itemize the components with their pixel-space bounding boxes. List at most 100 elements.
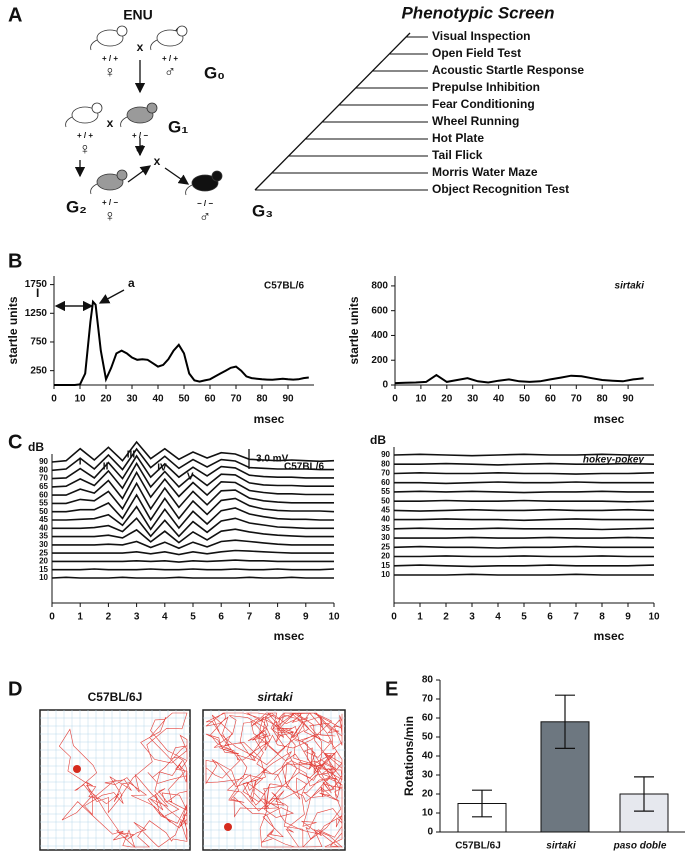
error-bar bbox=[472, 789, 492, 818]
annotation: a bbox=[128, 276, 135, 290]
cross: x bbox=[107, 116, 114, 130]
level-label: 40 bbox=[39, 523, 48, 532]
x-tick-label: 50 bbox=[178, 394, 190, 405]
abr-trace bbox=[393, 545, 654, 549]
peak-label: I bbox=[79, 457, 82, 468]
level-label: 20 bbox=[381, 552, 390, 561]
mouse-head bbox=[211, 170, 223, 182]
x-tick-label: 10 bbox=[74, 394, 86, 405]
screen-test: Hot Plate bbox=[432, 131, 484, 145]
trace bbox=[54, 299, 309, 386]
x-tick-label: 60 bbox=[204, 394, 216, 405]
screen-test: Tail Flick bbox=[432, 148, 483, 162]
x-tick-label: 10 bbox=[415, 394, 427, 405]
x-tick-label: 80 bbox=[597, 394, 609, 405]
abr-trace bbox=[52, 493, 335, 522]
abr-trace bbox=[52, 481, 334, 511]
mouse-body bbox=[126, 106, 154, 124]
cross: x bbox=[154, 154, 161, 168]
level-label: 55 bbox=[381, 487, 390, 496]
x-tick-label: 7 bbox=[573, 612, 579, 623]
abr-trace bbox=[393, 527, 655, 531]
trace bbox=[394, 373, 644, 385]
peak-label: II bbox=[103, 462, 109, 473]
y-tick-label: 750 bbox=[30, 337, 47, 348]
abr-trace bbox=[52, 559, 334, 563]
level-label: 50 bbox=[381, 496, 390, 505]
arrows bbox=[74, 27, 411, 191]
genotype: + / + bbox=[102, 54, 118, 63]
level-label: 90 bbox=[381, 450, 390, 459]
y-tick-label: 0 bbox=[382, 380, 388, 391]
mouse-tail bbox=[120, 116, 128, 128]
y-tick-label: 50 bbox=[422, 732, 434, 743]
sex: ♂ bbox=[134, 141, 146, 158]
platform bbox=[73, 765, 81, 773]
x-tick-label: 3 bbox=[469, 612, 475, 623]
x-axis-title: msec bbox=[254, 412, 285, 426]
screen-test: Acoustic Startle Response bbox=[432, 63, 584, 77]
abr-trace bbox=[52, 470, 334, 500]
abr-trace bbox=[393, 508, 655, 512]
abr-trace bbox=[52, 517, 334, 538]
abr-trace bbox=[393, 471, 655, 475]
mouse-head bbox=[146, 102, 158, 114]
y-axis-title: startle units bbox=[347, 296, 361, 364]
x-tick-label: sirtaki bbox=[546, 841, 576, 852]
x-tick-label: 60 bbox=[545, 394, 557, 405]
mouse-head bbox=[116, 25, 128, 37]
abr-trace bbox=[394, 481, 654, 485]
screen-test: Morris Water Maze bbox=[432, 165, 538, 179]
x-tick-label: 5 bbox=[521, 612, 527, 623]
peak-label: IV bbox=[157, 463, 167, 474]
abr-trace bbox=[394, 555, 654, 558]
x-tick-label: 1 bbox=[417, 612, 423, 623]
x-tick-label: 40 bbox=[152, 394, 164, 405]
abr-trace bbox=[51, 461, 334, 490]
panel-label: A bbox=[8, 4, 22, 26]
x-tick-label: 0 bbox=[51, 394, 57, 405]
screen-test: Wheel Running bbox=[432, 114, 519, 128]
x-tick-label: 90 bbox=[282, 394, 294, 405]
sex: ♀ bbox=[104, 208, 116, 225]
abr-trace bbox=[394, 518, 654, 522]
x-tick-label: 30 bbox=[126, 394, 138, 405]
mouse-head bbox=[176, 25, 188, 37]
level-label: 55 bbox=[39, 499, 48, 508]
x-tick-label: 10 bbox=[328, 612, 340, 623]
sex: ♂ bbox=[199, 209, 211, 226]
level-label: 30 bbox=[39, 540, 48, 549]
sex: ♀ bbox=[79, 141, 91, 158]
abr-trace bbox=[394, 536, 655, 539]
screen-title: Phenotypic Screen bbox=[401, 3, 554, 22]
mouse-body bbox=[96, 29, 124, 47]
level-label: 20 bbox=[39, 557, 48, 566]
level-label: 80 bbox=[381, 459, 390, 468]
level-label: 35 bbox=[381, 524, 390, 533]
y-axis-title: dB bbox=[28, 440, 44, 454]
x-tick-label: 4 bbox=[495, 612, 501, 623]
error-bar bbox=[634, 776, 654, 812]
scale-bar-label: 3.0 mV bbox=[256, 454, 289, 465]
abr-trace bbox=[52, 549, 334, 556]
abr-trace bbox=[393, 453, 654, 457]
level-label: 15 bbox=[39, 565, 48, 574]
generation: G₃ bbox=[252, 201, 273, 220]
panel-label: B bbox=[8, 250, 22, 272]
x-axis-title: msec bbox=[594, 629, 625, 643]
genotype: + / + bbox=[162, 54, 178, 63]
mouse-tail bbox=[150, 39, 158, 51]
level-label: 45 bbox=[39, 515, 48, 524]
panel-label: D bbox=[8, 678, 22, 700]
mouse-head bbox=[116, 169, 128, 181]
level-label: 40 bbox=[381, 515, 390, 524]
x-tick-label: 9 bbox=[303, 612, 309, 623]
y-tick-label: 600 bbox=[371, 305, 388, 316]
y-tick-label: 0 bbox=[427, 827, 433, 838]
x-tick-label: 1 bbox=[77, 612, 83, 623]
sex: ♂ bbox=[164, 64, 176, 81]
maze-track bbox=[58, 712, 188, 848]
x-tick-label: 7 bbox=[247, 612, 253, 623]
mouse-tail bbox=[65, 116, 73, 128]
abr-trace bbox=[52, 528, 334, 544]
